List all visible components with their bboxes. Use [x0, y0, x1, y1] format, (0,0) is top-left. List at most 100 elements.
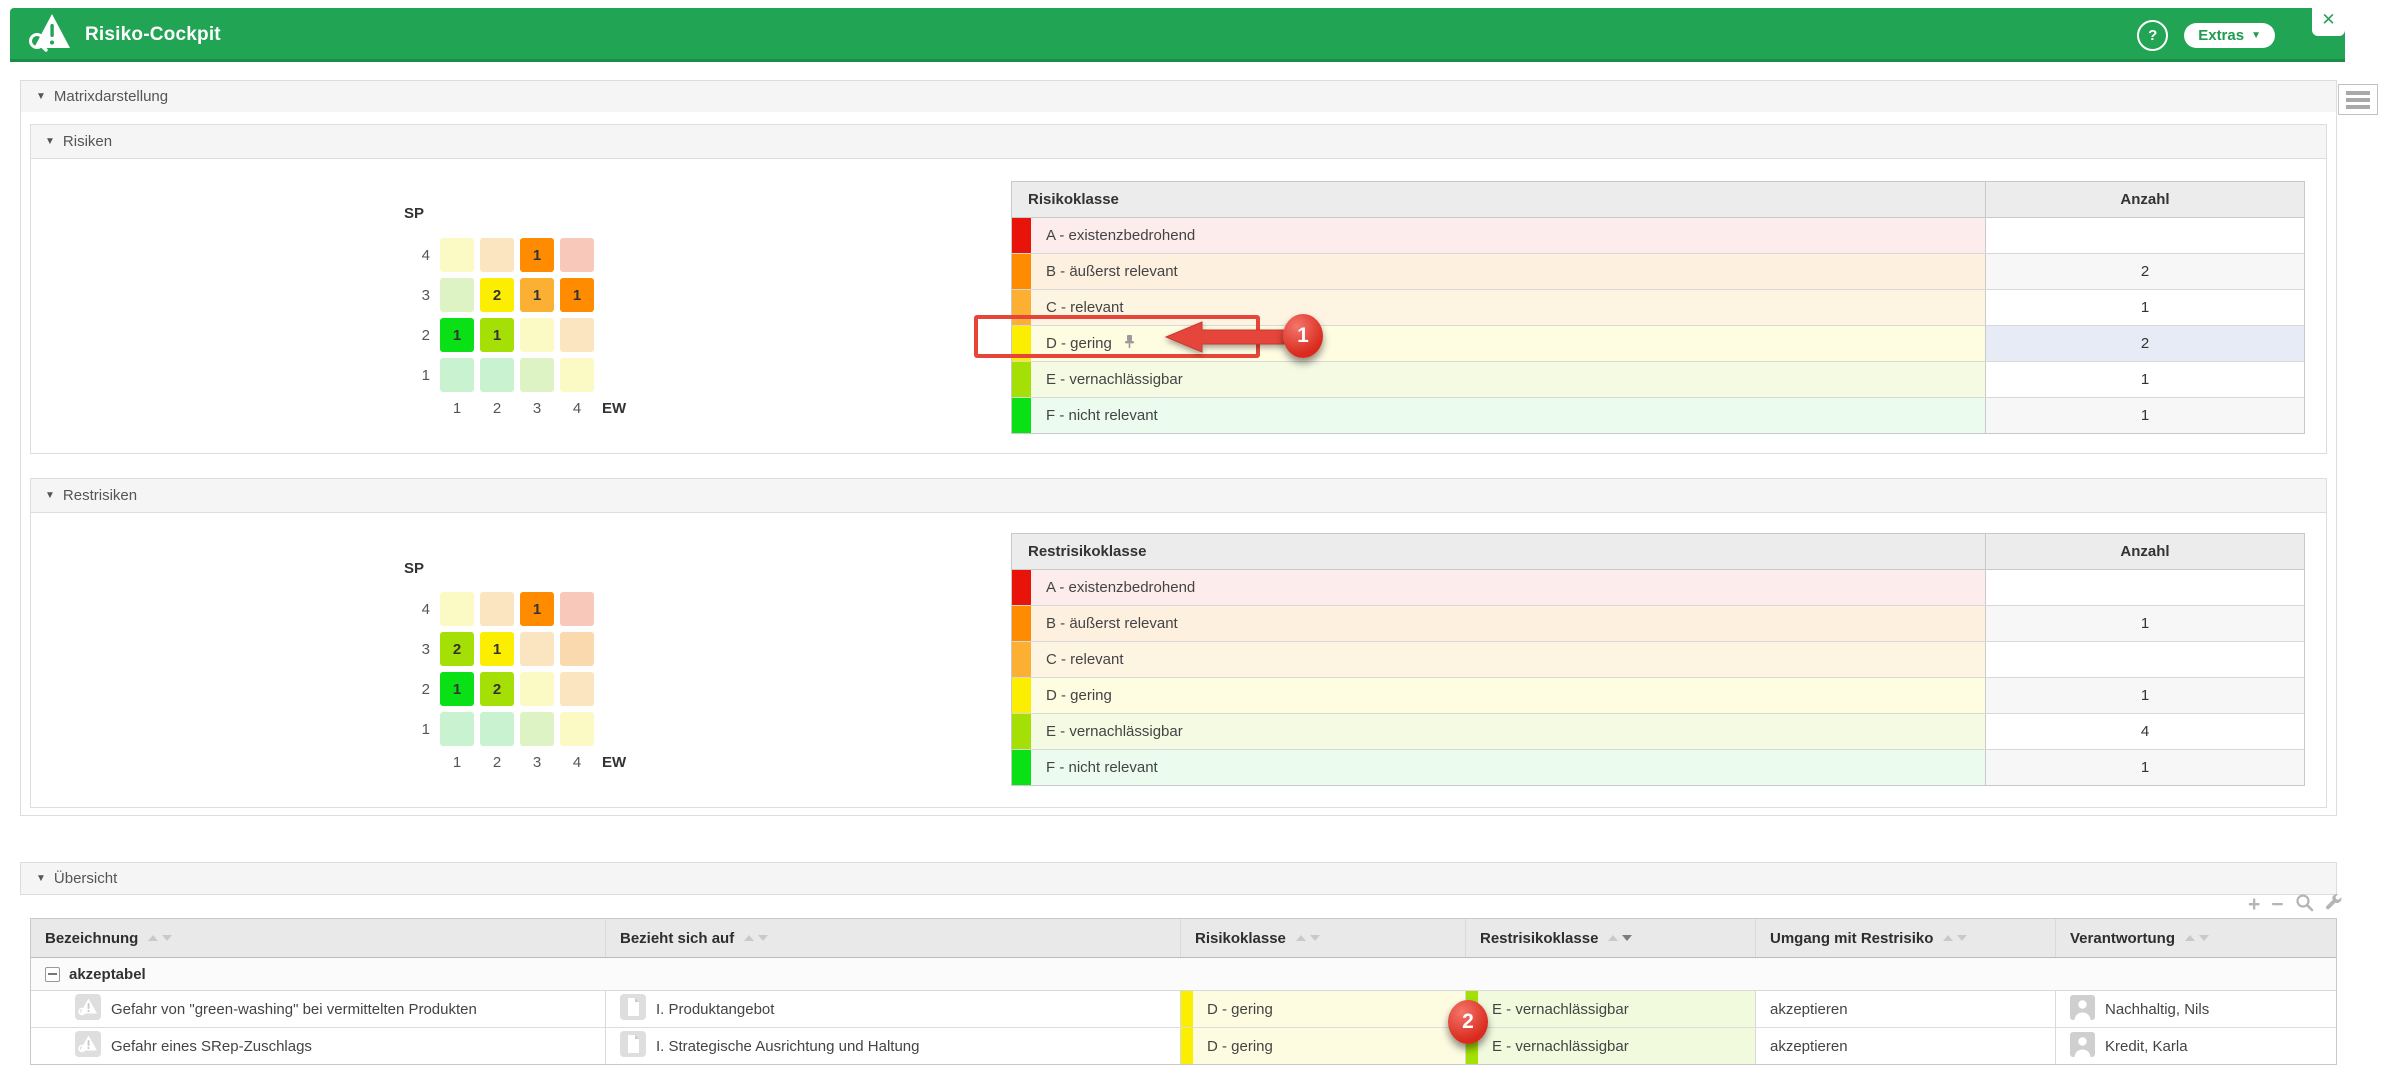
app-header: Risiko-Cockpit ? Extras ▼: [10, 8, 2345, 62]
overview-table: Bezeichnung Bezieht sich auf Risikoklass…: [30, 918, 2337, 1065]
matrix-cell[interactable]: 1: [440, 672, 474, 706]
matrix-cell[interactable]: [480, 238, 514, 272]
search-icon[interactable]: [2295, 893, 2314, 916]
restrisk-class-row-a[interactable]: A - existenzbedrohend: [1012, 570, 2304, 605]
matrix-cell[interactable]: [440, 358, 474, 392]
sort-icons[interactable]: [2185, 935, 2209, 941]
collapse-group-icon[interactable]: [45, 967, 60, 982]
matrix-cell[interactable]: [520, 672, 554, 706]
matrix-cell[interactable]: 1: [560, 278, 594, 312]
matrix-cell[interactable]: 1: [520, 238, 554, 272]
risk-class-count: 2: [1986, 254, 2304, 289]
restrisiken-matrix-row-labels: 4 3 2 1: [400, 592, 430, 752]
section-matrixdarstellung[interactable]: ▼ Matrixdarstellung: [20, 80, 2337, 113]
sort-icons-active[interactable]: [1608, 935, 1632, 941]
risk-class-count: [1986, 570, 2304, 605]
matrix-cell[interactable]: 2: [440, 632, 474, 666]
restrisk-class-row-c[interactable]: C - relevant: [1012, 641, 2304, 677]
restrisk-class-row-d[interactable]: D - gering 1: [1012, 677, 2304, 713]
matrix-cell[interactable]: [520, 712, 554, 746]
matrix-cell[interactable]: [560, 672, 594, 706]
risk-class-count: 4: [1986, 714, 2304, 749]
extras-button[interactable]: Extras ▼: [2184, 23, 2275, 48]
restrisk-class-row-e[interactable]: E - vernachlässigbar 4: [1012, 713, 2304, 749]
matrix-cell[interactable]: [480, 358, 514, 392]
column-header-verantwortung[interactable]: Verantwortung: [2056, 919, 2336, 957]
restrisk-class-row-b[interactable]: B - äußerst relevant 1: [1012, 605, 2304, 641]
anzahl-header: Anzahl: [1986, 534, 2304, 569]
risk-class-label: A - existenzbedrohend: [1046, 227, 1195, 244]
risk-class-row-f[interactable]: F - nicht relevant 1: [1012, 397, 2304, 433]
restrisk-class-row-f[interactable]: F - nicht relevant 1: [1012, 749, 2304, 785]
table-view-icon[interactable]: [2338, 84, 2378, 115]
risk-class-label: C - relevant: [1046, 651, 1124, 668]
column-header-risikoklasse[interactable]: Risikoklasse: [1181, 919, 1466, 957]
matrix-cell[interactable]: [560, 238, 594, 272]
matrix-cell[interactable]: 1: [520, 592, 554, 626]
section-uebersicht[interactable]: ▼ Übersicht: [20, 862, 2337, 895]
matrix-cell[interactable]: [440, 712, 474, 746]
avatar-icon: [2070, 1032, 2095, 1061]
matrix-cell[interactable]: 1: [520, 278, 554, 312]
column-header-bezeichnung[interactable]: Bezeichnung: [31, 919, 606, 957]
risk-name: Gefahr eines SRep-Zuschlags: [111, 1038, 312, 1055]
sort-icons[interactable]: [1943, 935, 1967, 941]
add-icon[interactable]: +: [2248, 896, 2260, 914]
matrix-cell[interactable]: [480, 712, 514, 746]
risiken-sp-axis-label: SP: [404, 205, 424, 222]
section-matrix-title: Matrixdarstellung: [54, 88, 168, 105]
help-button[interactable]: ?: [2137, 20, 2168, 51]
matrix-cell[interactable]: [440, 238, 474, 272]
matrix-cell[interactable]: 2: [480, 672, 514, 706]
close-button[interactable]: ✕: [2312, 3, 2345, 36]
structure-name: I. Produktangebot: [656, 1001, 774, 1018]
remove-icon[interactable]: −: [2271, 896, 2283, 914]
risk-class-row-a[interactable]: A - existenzbedrohend: [1012, 218, 2304, 253]
risiko-cockpit-page: Risiko-Cockpit ? Extras ▼ ✕ ▼ Matrixdars…: [0, 0, 2405, 1078]
matrix-cell[interactable]: 2: [480, 278, 514, 312]
matrix-cell[interactable]: [560, 318, 594, 352]
risk-class-label: C - relevant: [1046, 299, 1124, 316]
overview-row-1[interactable]: Gefahr von "green-washing" bei vermittel…: [31, 991, 2336, 1028]
anzahl-header: Anzahl: [1986, 182, 2304, 217]
close-icon: ✕: [2321, 10, 2335, 30]
group-row-akzeptabel[interactable]: akzeptabel: [31, 958, 2336, 991]
matrix-cell[interactable]: [560, 358, 594, 392]
sort-icons[interactable]: [148, 935, 172, 941]
matrix-cell[interactable]: [440, 278, 474, 312]
panel-restrisiken-title: Restrisiken: [63, 487, 137, 504]
risk-class-row-e[interactable]: E - vernachlässigbar 1: [1012, 361, 2304, 397]
risk-class-row-b[interactable]: B - äußerst relevant 2: [1012, 253, 2304, 289]
risk-class-label: B - äußerst relevant: [1046, 615, 1178, 632]
matrix-cell[interactable]: 1: [440, 318, 474, 352]
sort-icons[interactable]: [744, 935, 768, 941]
app-brand: Risiko-Cockpit: [28, 12, 221, 58]
column-header-umgang-mit-restrisiko[interactable]: Umgang mit Restrisiko: [1756, 919, 2056, 957]
panel-restrisiken-header[interactable]: ▼ Restrisiken: [31, 479, 2326, 513]
overview-toolbar: + −: [2248, 893, 2344, 916]
overview-row-2[interactable]: Gefahr eines SRep-Zuschlags I. Strategis…: [31, 1028, 2336, 1064]
column-header-restrisikoklasse[interactable]: Restrisikoklasse: [1466, 919, 1756, 957]
panel-risiken-header[interactable]: ▼ Risiken: [31, 125, 2326, 159]
matrix-cell[interactable]: 1: [480, 318, 514, 352]
restrisiken-sp-axis-label: SP: [404, 560, 424, 577]
restrisikoklasse-header: Restrisikoklasse: [1012, 534, 1986, 569]
sort-icons[interactable]: [1296, 935, 1320, 941]
collapse-caret-icon: ▼: [45, 136, 55, 147]
matrix-cell[interactable]: [520, 318, 554, 352]
matrix-cell[interactable]: [440, 592, 474, 626]
matrix-cell[interactable]: [480, 592, 514, 626]
matrix-cell[interactable]: [560, 712, 594, 746]
matrix-cell[interactable]: 1: [480, 632, 514, 666]
restrisikoklasse-cell: E - vernachlässigbar: [1466, 991, 1756, 1027]
risk-class-count: 2: [1986, 326, 2304, 361]
risiken-class-table: Risikoklasse Anzahl A - existenzbedrohen…: [1011, 181, 2305, 434]
collapse-caret-icon: ▼: [45, 490, 55, 501]
matrix-cell[interactable]: [560, 632, 594, 666]
risiken-table-header: Risikoklasse Anzahl: [1012, 182, 2304, 218]
matrix-cell[interactable]: [520, 632, 554, 666]
matrix-cell[interactable]: [560, 592, 594, 626]
settings-wrench-icon[interactable]: [2325, 893, 2344, 916]
matrix-cell[interactable]: [520, 358, 554, 392]
column-header-bezieht-sich-auf[interactable]: Bezieht sich auf: [606, 919, 1181, 957]
